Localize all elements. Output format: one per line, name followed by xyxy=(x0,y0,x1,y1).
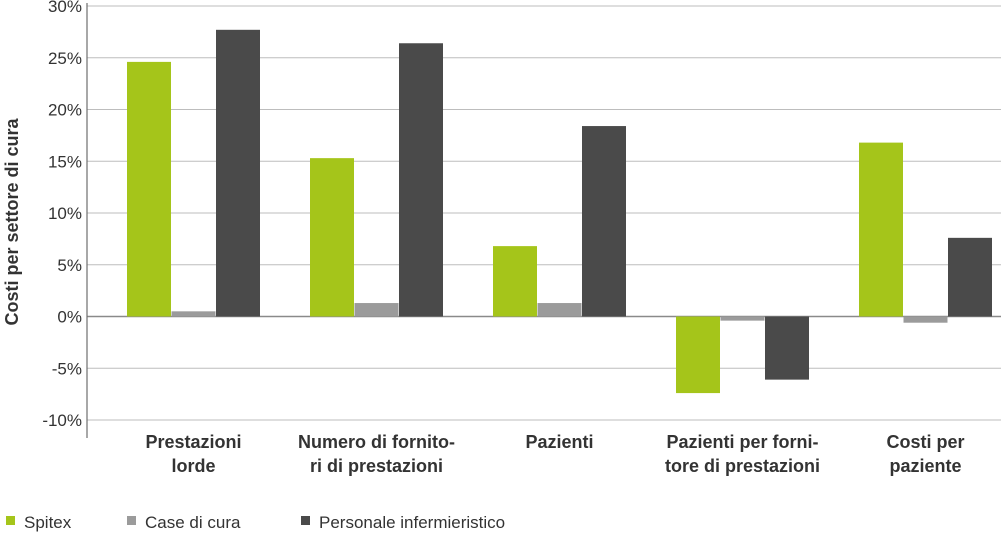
y-tick-label: 30% xyxy=(48,0,82,16)
legend-swatch-spitex xyxy=(6,516,15,525)
legend-label-case-di-cura: Case di cura xyxy=(145,513,241,532)
category-label: Prestazioni lorde xyxy=(145,432,241,476)
bar-spitex xyxy=(127,61,171,317)
legend-swatch-personale-infermieristico xyxy=(301,516,310,525)
y-axis-label: Costi per settore di cura xyxy=(2,117,22,325)
bar-personale-infermieristico xyxy=(765,316,809,380)
y-tick-label: 20% xyxy=(48,101,82,120)
y-tick-labels: 30% 25% 20% 15% 10% 5% 0% -5% -10% xyxy=(42,0,82,430)
bar-case-di-cura xyxy=(354,303,399,317)
bars xyxy=(127,29,992,394)
bar-case-di-cura xyxy=(720,316,765,321)
bar-personale-infermieristico xyxy=(399,43,443,317)
bar-case-di-cura xyxy=(171,311,216,317)
category-label: Pazienti per forni-tore di prestazioni xyxy=(665,432,820,476)
bar-personale-infermieristico xyxy=(216,29,260,317)
category-label: Costi per paziente xyxy=(886,432,964,476)
bar-personale-infermieristico xyxy=(582,126,626,317)
y-tick-label: 25% xyxy=(48,49,82,68)
y-tick-label: 5% xyxy=(57,256,82,275)
y-tick-label: 10% xyxy=(48,204,82,223)
bar-spitex xyxy=(859,142,903,317)
bar-case-di-cura xyxy=(537,303,582,317)
bar-personale-infermieristico xyxy=(948,237,992,317)
bar-spitex xyxy=(676,316,720,394)
y-tick-label: -5% xyxy=(52,359,82,378)
legend: Spitex Case di cura Personale infermierist… xyxy=(6,513,505,532)
legend-label-personale-infermieristico: Personale infermieristico xyxy=(319,513,505,532)
y-tick-label: -10% xyxy=(42,411,82,430)
legend-label-spitex: Spitex xyxy=(24,513,72,532)
bar-spitex xyxy=(310,158,354,317)
y-tick-label: 15% xyxy=(48,152,82,171)
y-tick-label: 0% xyxy=(57,308,82,327)
category-label: Numero di fornito-ri di prestazioni xyxy=(298,432,455,476)
category-labels: Prestazioni lorde Numero di fornito-ri di … xyxy=(145,432,964,476)
category-label: Pazienti xyxy=(525,432,593,452)
legend-swatch-case-di-cura xyxy=(127,516,136,525)
bar-case-di-cura xyxy=(903,316,948,323)
bar-spitex xyxy=(493,246,537,317)
